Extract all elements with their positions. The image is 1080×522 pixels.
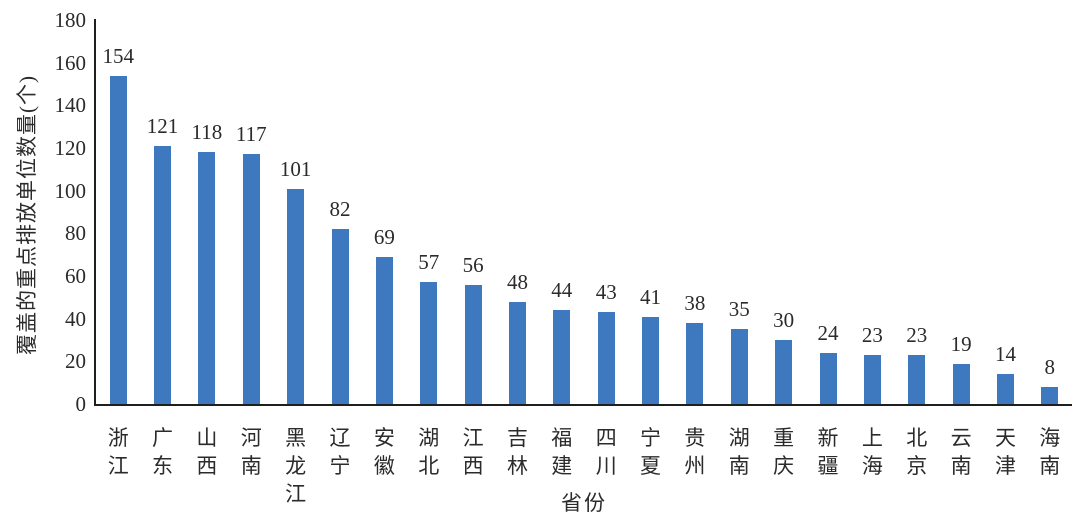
value-label: 101 [279, 156, 312, 181]
bar-广东 [154, 145, 171, 404]
category-label: 宁夏 [640, 426, 661, 478]
value-label: 19 [950, 331, 972, 356]
y-tick-label: 40 [65, 306, 86, 331]
category-label: 北京 [906, 426, 928, 478]
bar-四川 [597, 312, 615, 404]
category-label: 四川 [595, 426, 617, 478]
value-label: 121 [146, 113, 179, 138]
bar-山西 [198, 152, 216, 404]
category-label: 云南 [950, 426, 972, 478]
bar-新疆 [819, 352, 837, 404]
bar-上海 [863, 354, 881, 404]
value-label: 30 [773, 308, 795, 332]
y-tick-label: 160 [54, 50, 87, 75]
category-label: 新疆 [817, 426, 839, 478]
category-label: 浙江 [107, 426, 129, 478]
value-label: 38 [684, 290, 706, 315]
category-label: 湖南 [728, 426, 750, 478]
bar-湖南 [730, 329, 748, 404]
y-tick-label: 60 [65, 264, 86, 288]
category-label: 广东 [152, 426, 173, 478]
x-axis-title: 省份 [561, 491, 607, 515]
value-label: 82 [329, 197, 351, 222]
value-label: 24 [817, 320, 839, 345]
bar-黑龙江 [287, 188, 305, 404]
bar-重庆 [775, 340, 793, 404]
value-label: 23 [861, 322, 883, 347]
category-label: 吉林 [507, 426, 528, 478]
y-tick-label: 120 [54, 136, 87, 160]
value-label: 57 [418, 250, 440, 275]
y-tick-label: 20 [65, 349, 86, 374]
bar-浙江 [109, 75, 127, 404]
category-label: 江西 [462, 426, 484, 478]
bar-湖北 [420, 282, 438, 404]
category-label: 河南 [240, 426, 262, 478]
bar-海南 [1041, 386, 1059, 404]
category-label: 重庆 [773, 426, 795, 478]
bar-吉林 [509, 301, 526, 404]
value-label: 14 [995, 342, 1016, 367]
y-tick-label: 140 [54, 93, 87, 118]
y-axis-line [94, 19, 96, 406]
y-tick-label: 180 [54, 8, 87, 32]
value-label: 117 [235, 122, 267, 147]
bar-江西 [464, 284, 482, 404]
value-label: 44 [551, 278, 573, 303]
category-label: 湖北 [418, 426, 440, 478]
bar-天津 [997, 374, 1014, 404]
value-label: 23 [906, 322, 928, 347]
value-label: 43 [595, 280, 617, 305]
bar-安徽 [375, 256, 393, 404]
value-label: 35 [728, 297, 750, 322]
value-label: 56 [462, 252, 484, 277]
category-label: 黑龙江 [285, 426, 307, 506]
value-label: 69 [373, 224, 395, 249]
category-label: 贵州 [684, 426, 706, 478]
y-tick-label: 80 [65, 221, 86, 246]
category-label: 上海 [861, 426, 883, 478]
value-label: 154 [102, 43, 134, 68]
category-label: 辽宁 [329, 426, 351, 478]
category-label: 福建 [551, 426, 573, 478]
bar-辽宁 [331, 229, 349, 404]
x-axis-line [94, 404, 1072, 406]
value-label: 8 [1044, 354, 1056, 379]
value-label: 48 [507, 269, 528, 294]
bar-贵州 [686, 322, 704, 404]
bar-宁夏 [642, 316, 659, 404]
y-tick-label: 100 [54, 178, 87, 203]
value-label: 118 [191, 120, 223, 145]
y-tick-label: 0 [75, 392, 87, 416]
bar-福建 [553, 310, 571, 404]
category-label: 山西 [196, 426, 218, 478]
bar-云南 [952, 363, 970, 404]
bar-北京 [908, 354, 926, 404]
value-label: 41 [640, 284, 661, 309]
category-label: 安徽 [373, 426, 395, 478]
bar-河南 [242, 154, 260, 404]
category-label: 海南 [1039, 426, 1061, 478]
category-label: 天津 [995, 426, 1016, 478]
